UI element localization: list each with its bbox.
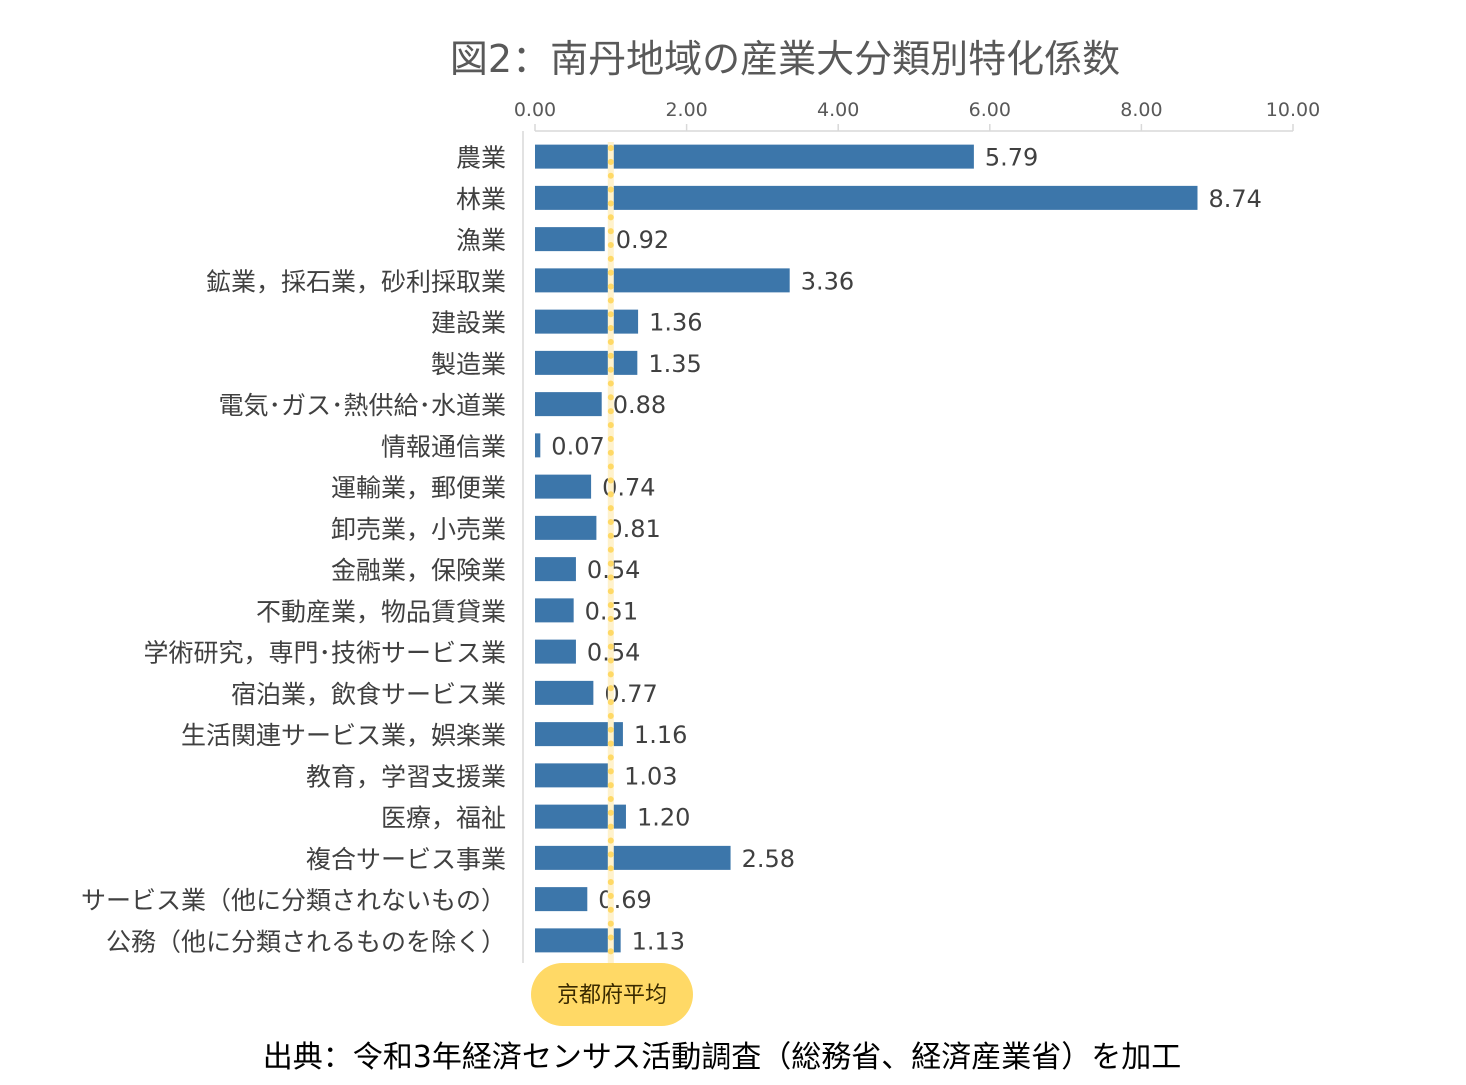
data-label: 5.79 [985, 144, 1038, 172]
bar [535, 928, 621, 953]
value-labels: 5.798.740.923.361.361.350.880.070.740.81… [551, 144, 1262, 956]
category-label: 卸売業，小売業 [331, 515, 506, 544]
reference-badge: 京都府平均 [531, 963, 693, 1026]
bar [535, 557, 576, 582]
data-label: 1.36 [649, 309, 702, 337]
category-label: 生活関連サービス業，娯楽業 [181, 721, 506, 750]
category-labels: 農業林業漁業鉱業，採石業，砂利採取業建設業製造業電気･ガス･熱供給･水道業情報通… [81, 144, 506, 957]
category-label: 漁業 [456, 226, 506, 255]
category-label: 宿泊業，飲食サービス業 [231, 680, 506, 709]
category-label: 林業 [456, 185, 506, 214]
bar [535, 227, 605, 252]
category-label: 情報通信業 [381, 432, 506, 461]
bar [535, 845, 731, 870]
data-label: 0.92 [616, 226, 669, 254]
category-label: 建設業 [431, 309, 506, 338]
category-label: 複合サービス事業 [306, 845, 506, 874]
x-tick-label: 2.00 [665, 99, 707, 121]
reference-badge-pill [531, 963, 693, 1026]
x-axis: 0.00 2.00 4.00 6.00 8.00 10.00 [514, 99, 1320, 963]
chart-title: 図2：南丹地域の産業大分類別特化係数 [450, 37, 1120, 81]
bar [535, 515, 597, 540]
source-note: 出典：令和3年経済センサス活動調査（総務省、経済産業省）を加工 [263, 1040, 1182, 1075]
reference-badge-label: 京都府平均 [557, 983, 667, 1008]
category-label: 金融業，保険業 [331, 556, 506, 585]
category-label: 鉱業，採石業，砂利採取業 [206, 267, 506, 296]
bar [535, 474, 592, 499]
x-tick-label: 4.00 [817, 99, 859, 121]
category-label: 電気･ガス･熱供給･水道業 [218, 391, 506, 420]
x-tick-label: 10.00 [1266, 99, 1320, 121]
bar [535, 680, 594, 705]
data-label: 2.58 [742, 845, 795, 873]
category-label: 医療，福祉 [381, 804, 506, 833]
bar [535, 309, 639, 334]
bar [535, 887, 588, 912]
bar [535, 763, 614, 788]
category-label: 教育，学習支援業 [306, 762, 506, 791]
data-label: 8.74 [1208, 185, 1261, 213]
bar [535, 350, 638, 375]
x-tick-label: 6.00 [969, 99, 1011, 121]
data-label: 0.69 [598, 886, 651, 914]
bar [535, 598, 574, 623]
data-label: 1.35 [648, 350, 701, 378]
bar [535, 433, 541, 458]
data-label: 1.03 [624, 762, 677, 790]
data-label: 0.07 [551, 432, 604, 460]
data-label: 1.13 [632, 927, 685, 955]
bar [535, 639, 576, 664]
category-label: 農業 [456, 144, 506, 173]
category-label: 不動産業，物品賃貸業 [256, 597, 506, 626]
bar [535, 185, 1198, 210]
bar [535, 144, 974, 169]
category-label: 製造業 [431, 350, 506, 379]
x-tick-label: 8.00 [1120, 99, 1162, 121]
category-label: サービス業（他に分類されないもの） [81, 886, 506, 915]
data-label: 0.81 [607, 515, 660, 543]
bar [535, 268, 790, 293]
data-label: 3.36 [801, 267, 854, 295]
data-label: 1.20 [637, 804, 690, 832]
category-label: 公務（他に分類されるものを除く） [106, 927, 506, 956]
data-label: 1.16 [634, 721, 687, 749]
bars [535, 144, 1198, 953]
bar [535, 392, 602, 417]
category-label: 学術研究，専門･技術サービス業 [143, 639, 506, 668]
category-label: 運輸業，郵便業 [331, 474, 506, 503]
x-tick-label: 0.00 [514, 99, 556, 121]
data-label: 0.88 [613, 391, 666, 419]
